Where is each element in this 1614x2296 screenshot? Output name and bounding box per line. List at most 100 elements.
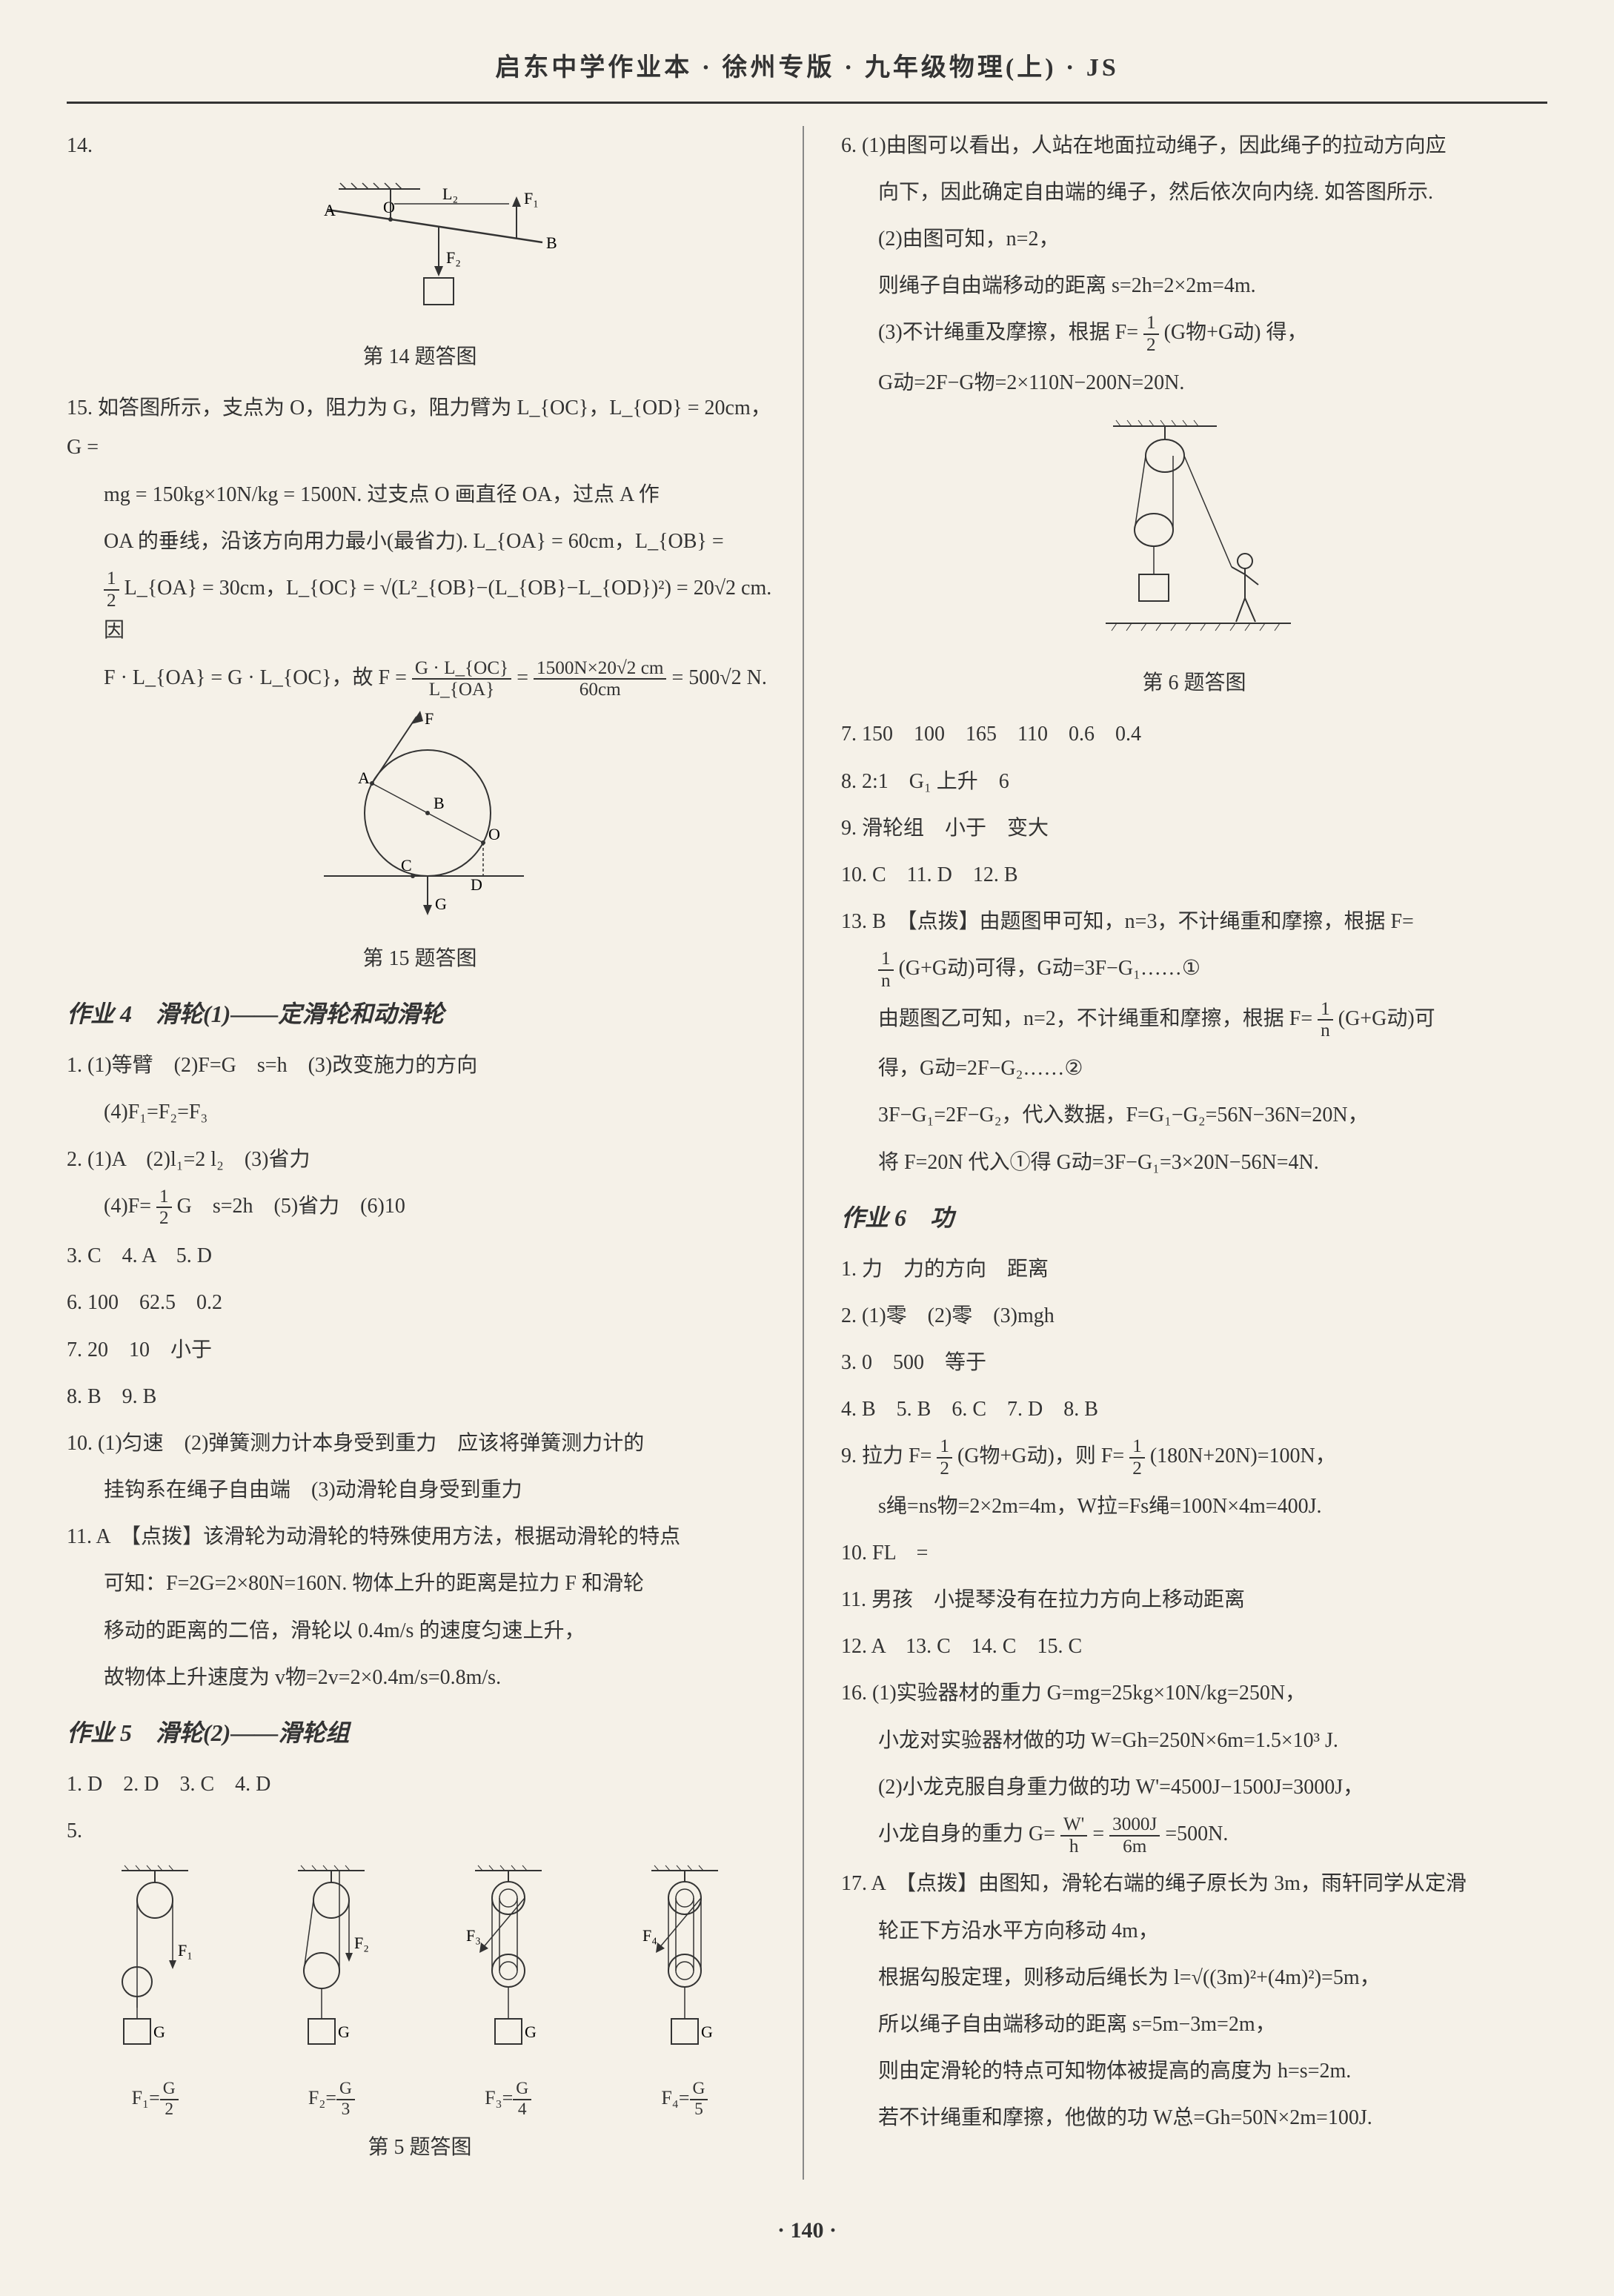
- frac-num: G: [513, 2080, 531, 2100]
- section5-title: 作业 5 滑轮(2)——滑轮组: [67, 1711, 773, 1756]
- frac-den: 2: [937, 1459, 952, 1479]
- s6-a4: 4. B 5. B 6. C 7. D 8. B: [841, 1390, 1547, 1429]
- frac-den: 2: [156, 1208, 172, 1229]
- txt: (3)不计绳重及摩擦，根据 F=: [878, 321, 1138, 344]
- svg-text:B: B: [434, 794, 445, 812]
- txt: 小龙自身的重力 G=: [878, 1822, 1055, 1845]
- q15-line5: F · L_{OA} = G · L_{OC}，故 F = G · L_{OC}…: [67, 658, 773, 700]
- frac-den: 2: [104, 591, 119, 611]
- r-a9: 9. 滑轮组 小于 变大: [841, 809, 1547, 848]
- r-a13c: 由题图乙可知，n=2，不计绳重和摩擦，根据 F= 1n (G+G动)可: [841, 999, 1547, 1041]
- s4-a7: 7. 20 10 小于: [67, 1330, 773, 1370]
- s4-a3: 3. C 4. A 5. D: [67, 1236, 773, 1275]
- txt: 由题图乙可知，n=2，不计绳重和摩擦，根据 F=: [878, 1007, 1312, 1030]
- r-q6d: 则绳子自由端移动的距离 s=2h=2×2m=4m.: [841, 266, 1547, 305]
- r-a13d: 得，G动=2F−G₂……②: [841, 1049, 1547, 1088]
- section6-title: 作业 6 功: [841, 1195, 1547, 1241]
- s6-a9b: s绳=ns物=2×2m=4m，W拉=Fs绳=100N×4m=400J.: [841, 1487, 1547, 1526]
- s6-a1: 1. 力 力的方向 距离: [841, 1250, 1547, 1289]
- svg-text:F₄: F₄: [642, 1926, 657, 1945]
- s5-a1: 1. D 2. D 3. C 4. D: [67, 1765, 773, 1804]
- frac-num: W': [1060, 1814, 1087, 1837]
- eq-lhs: F₃=: [485, 2087, 513, 2108]
- s6-a17a: 17. A 【点拨】由图知，滑轮右端的绳子原长为 3m，雨轩同学从定滑: [841, 1864, 1547, 1903]
- frac-num: 3000J: [1109, 1814, 1160, 1837]
- s4-a1: 1. (1)等臂 (2)F=G s=h (3)改变施力的方向: [67, 1046, 773, 1085]
- pulley-diagrams: F₁ G F₁=G2: [67, 1859, 773, 2119]
- s4-a11: 11. A 【点拨】该滑轮为动滑轮的特殊使用方法，根据动滑轮的特点: [67, 1517, 773, 1556]
- s6-a2: 2. (1)零 (2)零 (3)mgh: [841, 1296, 1547, 1336]
- s4-a1b: (4)F₁=F₂=F₃: [67, 1092, 773, 1132]
- s6-a16d: 小龙自身的重力 G= W'h = 3000J6m =500N.: [841, 1814, 1547, 1857]
- s4-a2: 2. (1)A (2)l₁=2 l₂ (3)省力: [67, 1140, 773, 1179]
- eq-lhs: F₄=: [661, 2087, 689, 2108]
- frac-den: 5: [690, 2100, 708, 2120]
- s6-a16c: (2)小龙克服自身重力做的功 W'=4500J−1500J=3000J，: [841, 1768, 1547, 1807]
- fig5-caption: 第 5 题答图: [67, 2128, 773, 2167]
- svg-text:G: G: [435, 895, 447, 913]
- q15-line2: mg = 150kg×10N/kg = 1500N. 过支点 O 画直径 OA，…: [67, 475, 773, 514]
- r-q6c: (2)由图可知，n=2，: [841, 219, 1547, 259]
- frac-num: G: [690, 2080, 708, 2100]
- r-a13a: 13. B 【点拨】由题图甲可知，n=3，不计绳重和摩擦，根据 F=: [841, 902, 1547, 941]
- q15-line1: 15. 如答图所示，支点为 O，阻力为 G，阻力臂为 L_{OC}，L_{OD}…: [67, 388, 773, 467]
- txt: (G+G动)可得，G动=3F−G₁……①: [899, 957, 1200, 980]
- frac-num: G · L_{OC}: [412, 658, 511, 680]
- fig15: F A B O C D G: [67, 709, 773, 930]
- frac-num: 1: [878, 949, 894, 971]
- fig14-caption: 第 14 题答图: [67, 337, 773, 376]
- eq: =: [517, 666, 528, 689]
- frac-den: L_{OA}: [412, 680, 511, 700]
- q15-text5: F · L_{OA} = G · L_{OC}，故 F =: [104, 666, 407, 689]
- q15-line4: 12 L_{OA} = 30cm，L_{OC} = √(L²_{OB}−(L_{…: [67, 568, 773, 651]
- s6-a16a: 16. (1)实验器材的重力 G=mg=25kg×10N/kg=250N，: [841, 1673, 1547, 1713]
- r-a13e: 3F−G₁=2F−G₂，代入数据，F=G₁−G₂=56N−36N=20N，: [841, 1095, 1547, 1135]
- r-a8: 8. 2:1 G₁ 上升 6: [841, 762, 1547, 801]
- pulley-3: F₃ G F₃=G4: [453, 1859, 564, 2119]
- frac-num: 1: [156, 1187, 172, 1209]
- q15-text5c: = 500√2 N.: [671, 666, 766, 689]
- r-a13f: 将 F=20N 代入①得 G动=3F−G₁=3×20N−56N=4N.: [841, 1143, 1547, 1182]
- q14-label: 14.: [67, 126, 773, 165]
- r-a7: 7. 150 100 165 110 0.6 0.4: [841, 714, 1547, 754]
- svg-text:G: G: [525, 2023, 537, 2041]
- frac-den: 2: [160, 2100, 179, 2120]
- r-q6a: 6. (1)由图可以看出，人站在地面拉动绳子，因此绳子的拉动方向应: [841, 126, 1547, 165]
- page-header: 启东中学作业本 · 徐州专版 · 九年级物理(上) · JS: [67, 44, 1547, 104]
- pulley-2: F₂ G F₂=G3: [276, 1859, 387, 2119]
- s6-a17f: 若不计绳重和摩擦，他做的功 W总=Gh=50N×2m=100J.: [841, 2098, 1547, 2137]
- txt: =: [1092, 1822, 1104, 1845]
- s6-a3: 3. 0 500 等于: [841, 1343, 1547, 1382]
- two-column-layout: 14. A O B L₂ F₁: [67, 126, 1547, 2180]
- q15-text1: 如答图所示，支点为 O，阻力为 G，阻力臂为 L_{OC}，L_{OD} = 2…: [67, 397, 771, 459]
- txt: (G物+G动) 得，: [1164, 321, 1308, 344]
- svg-text:A: A: [324, 201, 336, 219]
- txt: (G物+G动)，则 F=: [957, 1444, 1124, 1467]
- s4-a11b: 可知：F=2G=2×80N=160N. 物体上升的距离是拉力 F 和滑轮: [67, 1564, 773, 1603]
- r-q6e: (3)不计绳重及摩擦，根据 F= 12 (G物+G动) 得，: [841, 313, 1547, 355]
- frac-den: n: [878, 971, 894, 992]
- txt: G s=2h (5)省力 (6)10: [177, 1195, 405, 1218]
- q15-line3: OA 的垂线，沿该方向用力最小(最省力). L_{OA} = 60cm，L_{O…: [67, 522, 773, 561]
- svg-text:F₂: F₂: [446, 248, 461, 267]
- s6-a17e: 则由定滑轮的特点可知物体被提高的高度为 h=s=2m.: [841, 2051, 1547, 2091]
- frac-den: n: [1318, 1021, 1333, 1041]
- eq-lhs: F₂=: [308, 2087, 336, 2108]
- fig15-caption: 第 15 题答图: [67, 939, 773, 978]
- s5-a5: 5.: [67, 1811, 773, 1851]
- pulley-4: F₄ G F₄=G5: [629, 1859, 740, 2119]
- frac-num: G: [160, 2080, 179, 2100]
- svg-text:G: G: [153, 2023, 165, 2041]
- frac-num: 1: [1318, 999, 1333, 1021]
- s4-a10b: 挂钩系在绳子自由端 (3)动滑轮自身受到重力: [67, 1470, 773, 1510]
- s6-a11: 11. 男孩 小提琴没有在拉力方向上移动距离: [841, 1580, 1547, 1619]
- svg-text:L₂: L₂: [442, 185, 458, 203]
- frac-den: 4: [513, 2100, 531, 2120]
- txt: (G+G动)可: [1338, 1007, 1435, 1030]
- s4-a2b: (4)F= 12 G s=2h (5)省力 (6)10: [67, 1187, 773, 1229]
- r-a10: 10. C 11. D 12. B: [841, 855, 1547, 895]
- frac-den: 2: [1129, 1459, 1145, 1479]
- fig6-caption: 第 6 题答图: [841, 663, 1547, 703]
- txt: 9. 拉力 F=: [841, 1444, 931, 1467]
- frac-den: h: [1060, 1837, 1087, 1857]
